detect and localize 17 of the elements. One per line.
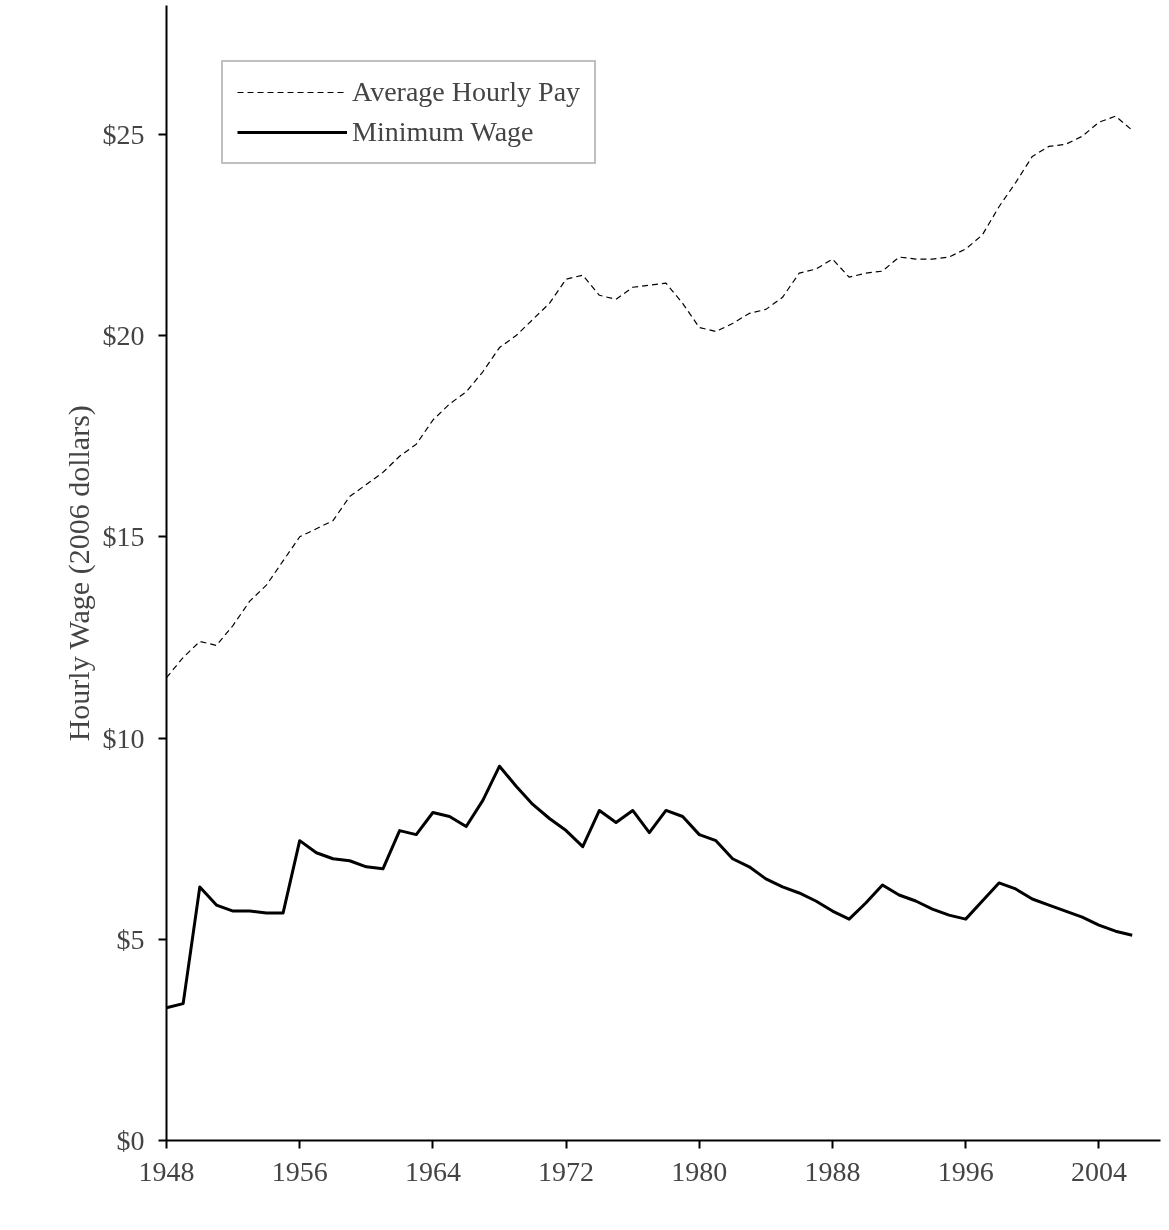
y-tick-label: $0 bbox=[116, 1125, 145, 1156]
y-axis-title: Hourly Wage (2006 dollars) bbox=[61, 405, 96, 742]
x-tick-label: 2004 bbox=[1070, 1155, 1127, 1187]
x-tick-label: 1972 bbox=[538, 1155, 595, 1187]
x-tick-label: 1996 bbox=[937, 1155, 994, 1187]
x-tick-label: 1988 bbox=[804, 1155, 861, 1187]
x-tick-label: 1956 bbox=[271, 1155, 328, 1187]
x-tick-label: 1948 bbox=[138, 1155, 195, 1187]
legend-label: Average Hourly Pay bbox=[352, 76, 581, 108]
y-tick-label: $20 bbox=[102, 320, 145, 352]
y-tick-label: $25 bbox=[102, 118, 145, 150]
x-tick-label: 1980 bbox=[671, 1155, 728, 1187]
x-tick-label: 1964 bbox=[404, 1155, 461, 1187]
legend-label: Minimum Wage bbox=[352, 116, 534, 148]
y-tick-label: $10 bbox=[102, 722, 145, 754]
y-tick-label: $15 bbox=[102, 521, 145, 553]
y-tick-label: $5 bbox=[116, 923, 145, 955]
